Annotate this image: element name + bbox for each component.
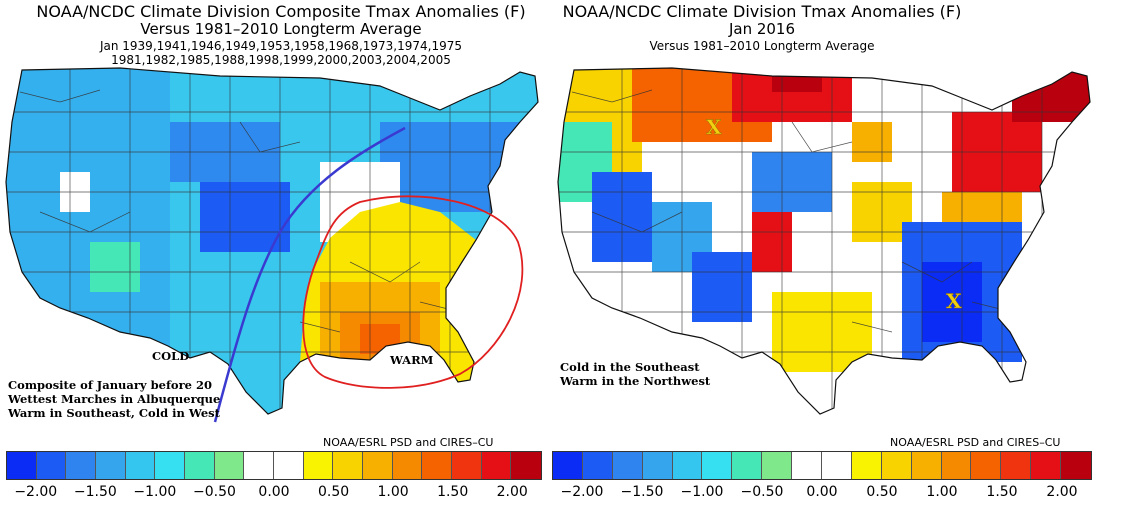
- jan2016-colorbar-ticks: −2.00 −1.50 −1.00 −0.50 0.00 0.50 1.00 1.50 2.00: [552, 484, 1092, 502]
- colorbar-swatch: [553, 452, 583, 479]
- colorbar-tick-label: −0.50: [740, 484, 784, 500]
- colorbar-swatch: [762, 452, 793, 479]
- colorbar-swatch: [66, 452, 97, 479]
- jan2016-map-panel: NOAA/NCDC Climate Division Tmax Anomalie…: [552, 0, 1124, 506]
- colorbar-tick-label: −0.50: [192, 484, 236, 500]
- colorbar-tick-label: −1.50: [73, 484, 117, 500]
- warm-region-circle: [302, 195, 524, 389]
- colorbar-swatch: [642, 452, 673, 479]
- colorbar-swatch: [244, 452, 275, 479]
- jan2016-baseline: Versus 1981–2010 Longterm Average: [649, 39, 875, 53]
- colorbar-swatch: [125, 452, 156, 479]
- colorbar-swatch: [881, 452, 912, 479]
- composite-subtitle: Versus 1981–2010 Longterm Average: [140, 20, 422, 38]
- colorbar-tick-label: 2.00: [496, 484, 528, 500]
- composite-years-line2: 1981,1982,1985,1988,1998,1999,2000,2003,…: [111, 53, 451, 67]
- colorbar-swatch: [185, 452, 215, 479]
- colorbar-swatch: [941, 452, 972, 479]
- colorbar-swatch: [732, 452, 763, 479]
- colorbar-tick-label: 1.00: [926, 484, 958, 500]
- composite-map-panel: NOAA/NCDC Climate Division Composite Tma…: [5, 2, 542, 502]
- note-line: Warm in Southeast, Cold in West: [8, 406, 220, 420]
- composite-colorbar: [6, 451, 542, 480]
- colorbar-swatch: [851, 452, 882, 479]
- jan2016-subtitle: Jan 2016: [728, 20, 796, 38]
- southeast-marker: X: [946, 289, 962, 313]
- composite-colorbar-ticks: −2.00 −1.50 −1.00 −0.50 0.00 0.50 1.00 1.50 2.00: [6, 484, 542, 502]
- colorbar-tick-label: 1.00: [377, 484, 409, 500]
- colorbar-swatch: [333, 452, 364, 479]
- colorbar-tick-label: 0.50: [317, 484, 350, 500]
- northwest-marker: X: [706, 115, 722, 139]
- composite-credit: NOAA/ESRL PSD and CIRES–CU: [323, 436, 494, 449]
- colorbar-swatch: [155, 452, 186, 479]
- colorbar-swatch: [612, 452, 643, 479]
- colorbar-swatch: [582, 452, 613, 479]
- colorbar-swatch: [672, 452, 703, 479]
- composite-years-line1: Jan 1939,1941,1946,1949,1953,1958,1968,1…: [99, 39, 463, 53]
- note-line: Composite of January before 20: [8, 378, 212, 392]
- cold-label: COLD: [152, 349, 190, 363]
- colorbar-tick-label: −2.00: [560, 484, 604, 500]
- colorbar-swatch: [511, 452, 542, 479]
- composite-title: NOAA/NCDC Climate Division Composite Tma…: [36, 2, 526, 21]
- colorbar-tick-label: 1.50: [986, 484, 1018, 500]
- colorbar-swatch: [363, 452, 393, 479]
- colorbar-tick-label: 0.50: [866, 484, 898, 500]
- composite-note: Composite of January before 20 Wettest M…: [8, 378, 220, 420]
- colorbar-tick-label: −2.00: [14, 484, 58, 500]
- colorbar-swatch: [1001, 452, 1032, 479]
- jan2016-credit: NOAA/ESRL PSD and CIRES–CU: [890, 436, 1061, 449]
- colorbar-swatch: [96, 452, 126, 479]
- colorbar-swatch: [792, 452, 823, 479]
- note-line: Wettest Marches in Albuquerque: [8, 392, 221, 406]
- colorbar-tick-label: 1.50: [437, 484, 469, 500]
- jan2016-colorbar: [552, 451, 1092, 480]
- colorbar-swatch: [481, 452, 512, 479]
- colorbar-swatch: [1061, 452, 1092, 479]
- jan2016-title: NOAA/NCDC Climate Division Tmax Anomalie…: [562, 2, 962, 21]
- colorbar-tick-label: −1.00: [680, 484, 724, 500]
- jan2016-note: Cold in the Southeast Warm in the Northw…: [560, 360, 710, 388]
- warm-label: WARM: [390, 353, 434, 367]
- colorbar-tick-label: 0.00: [806, 484, 838, 500]
- colorbar-tick-label: −1.00: [133, 484, 177, 500]
- colorbar-swatch: [452, 452, 482, 479]
- colorbar-swatch: [392, 452, 423, 479]
- colorbar-tick-label: 2.00: [1046, 484, 1078, 500]
- jan2016-us-map: X X: [557, 67, 1091, 415]
- cold-warm-divider-line: [213, 126, 406, 423]
- colorbar-swatch: [822, 452, 852, 479]
- colorbar-swatch: [274, 452, 304, 479]
- colorbar-swatch: [702, 452, 733, 479]
- colorbar-swatch: [36, 452, 67, 479]
- colorbar-swatch: [422, 452, 453, 479]
- composite-us-map: [5, 67, 539, 423]
- colorbar-swatch: [971, 452, 1002, 479]
- colorbar-swatch: [214, 452, 245, 479]
- colorbar-swatch: [1031, 452, 1062, 479]
- colorbar-tick-label: 0.00: [258, 484, 290, 500]
- colorbar-swatch: [911, 452, 942, 479]
- note-line: Warm in the Northwest: [560, 374, 711, 388]
- colorbar-tick-label: −1.50: [620, 484, 664, 500]
- note-line: Cold in the Southeast: [560, 360, 700, 374]
- colorbar-swatch: [303, 452, 334, 479]
- colorbar-swatch: [7, 452, 37, 479]
